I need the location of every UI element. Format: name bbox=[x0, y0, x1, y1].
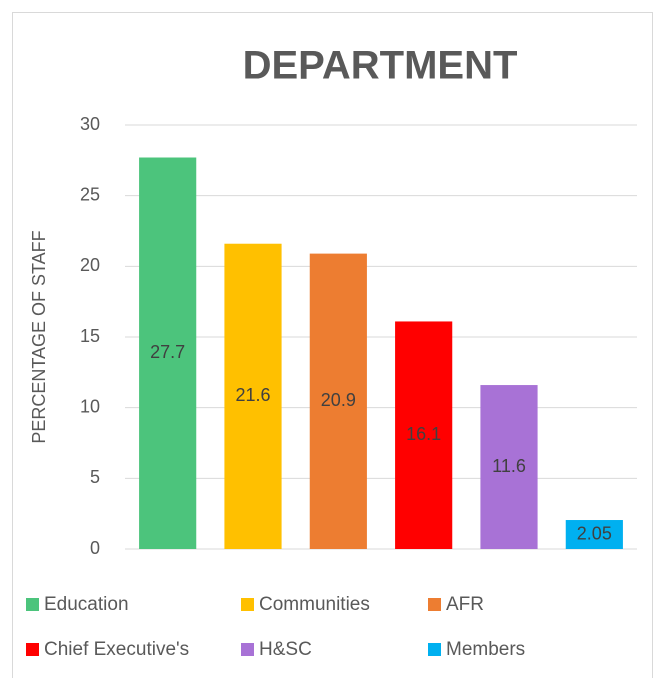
legend-swatch bbox=[428, 598, 441, 611]
chart-border bbox=[12, 12, 653, 678]
legend-label: Chief Executive's bbox=[44, 639, 189, 660]
chart-title: DEPARTMENT bbox=[243, 44, 518, 88]
y-tick-label: 30 bbox=[80, 114, 100, 134]
legend-label: Communities bbox=[259, 594, 370, 615]
data-label: 20.9 bbox=[321, 390, 356, 410]
data-label: 16.1 bbox=[406, 424, 441, 444]
legend-swatch bbox=[241, 643, 254, 656]
y-tick-label: 5 bbox=[90, 467, 100, 487]
bar bbox=[309, 253, 367, 549]
y-tick-label: 10 bbox=[80, 396, 100, 416]
legend-label: AFR bbox=[446, 594, 484, 615]
y-tick-label: 20 bbox=[80, 255, 100, 275]
y-tick-label: 0 bbox=[90, 538, 100, 558]
bar bbox=[565, 520, 623, 549]
bar bbox=[139, 157, 197, 550]
data-label: 27.7 bbox=[150, 342, 185, 362]
legend-label: Members bbox=[446, 639, 525, 660]
legend-label: Education bbox=[44, 594, 129, 615]
data-label: 21.6 bbox=[235, 385, 270, 405]
legend-swatch bbox=[241, 598, 254, 611]
legend-swatch bbox=[428, 643, 441, 656]
y-axis-label: PERCENTAGE OF STAFF bbox=[29, 230, 49, 443]
data-label: 11.6 bbox=[492, 456, 526, 476]
legend-swatch bbox=[26, 643, 39, 656]
legend-swatch bbox=[26, 598, 39, 611]
data-label: 2.05 bbox=[577, 523, 612, 543]
bar bbox=[480, 385, 538, 549]
y-tick-label: 25 bbox=[80, 184, 100, 204]
bar bbox=[395, 321, 453, 549]
bar bbox=[224, 243, 282, 549]
y-tick-label: 15 bbox=[80, 326, 100, 346]
legend-label: H&SC bbox=[259, 639, 312, 660]
